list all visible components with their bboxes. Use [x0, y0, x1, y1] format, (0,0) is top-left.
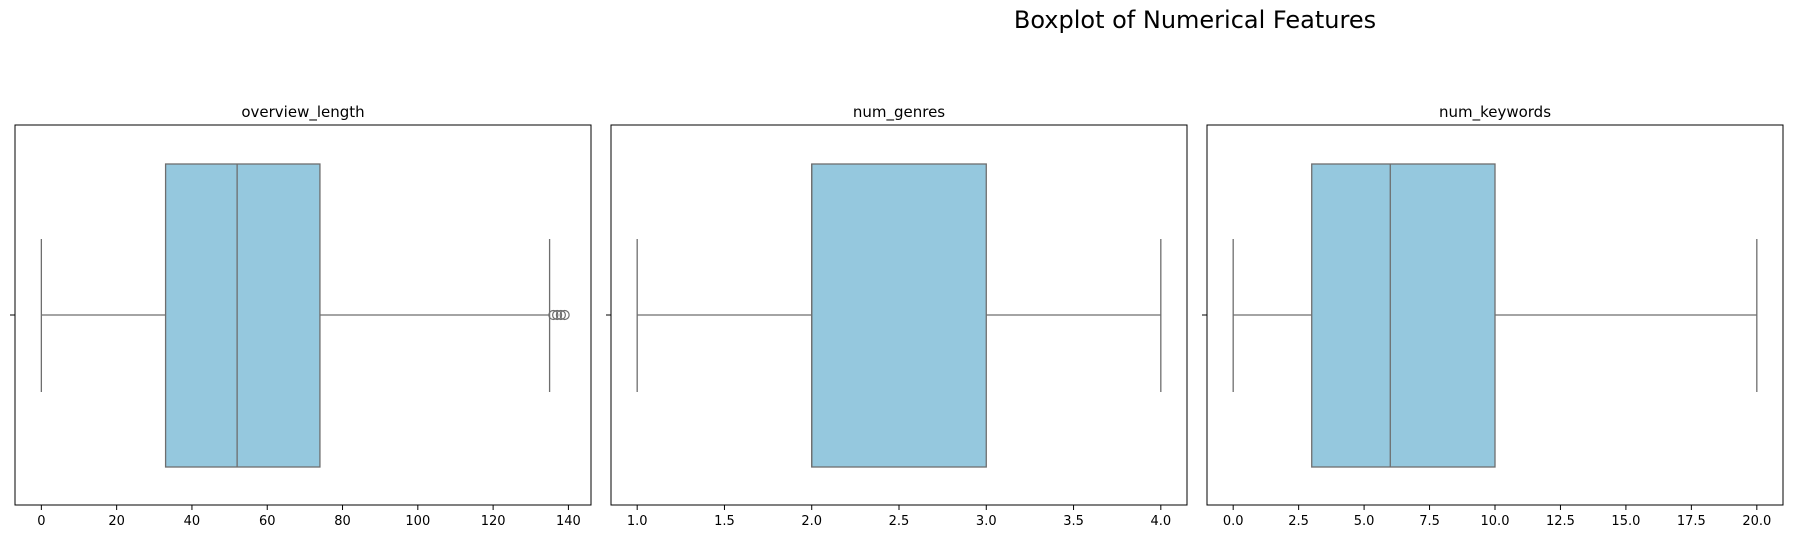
- x-tick-label: 10.0: [1481, 514, 1510, 529]
- x-tick-label: 140: [556, 514, 581, 529]
- subplot-num_keywords: num_keywords 0.0 2.5 5.0 7.5 10.0 12.5 15.0 17.5…: [1202, 103, 1784, 529]
- x-tick-label: 0.0: [1223, 514, 1244, 529]
- x-tick-label: 17.5: [1677, 514, 1706, 529]
- x-tick-label: 1.5: [714, 514, 735, 529]
- x-tick-label: 12.5: [1546, 514, 1575, 529]
- outlier-point: [555, 309, 566, 321]
- x-tick-label: 40: [184, 514, 201, 529]
- x-tick-label: 3.5: [1063, 514, 1084, 529]
- figure-suptitle: Boxplot of Numerical Features: [1013, 6, 1377, 34]
- iqr-box: [811, 163, 987, 468]
- x-tick-label: 20: [108, 514, 125, 529]
- x-tick-label: 80: [334, 514, 351, 529]
- x-tick-label: 2.0: [801, 514, 822, 529]
- subplot-title: overview_length: [241, 103, 364, 122]
- x-tick-label: 20.0: [1742, 514, 1771, 529]
- x-tick-label: 7.5: [1419, 514, 1440, 529]
- figure-title-area: Boxplot of Numerical Features: [0, 0, 1793, 50]
- x-tick-label: 4.0: [1150, 514, 1171, 529]
- iqr-box: [164, 163, 321, 468]
- subplot-title: num_keywords: [1439, 103, 1551, 122]
- subplot-overview_length: overview_length 0 20 40 60 80 100 120 140: [10, 103, 592, 529]
- x-tick-label: 0: [37, 514, 45, 529]
- x-tick-label: 120: [481, 514, 506, 529]
- iqr-box: [1311, 163, 1496, 468]
- x-tick-label: 100: [405, 514, 430, 529]
- x-tick-label: 60: [259, 514, 276, 529]
- x-tick-label: 15.0: [1611, 514, 1640, 529]
- subplot-title: num_genres: [853, 103, 945, 122]
- x-tick-label: 1.0: [627, 514, 648, 529]
- outlier-point: [548, 309, 559, 321]
- x-tick-label: 5.0: [1354, 514, 1375, 529]
- x-tick-label: 2.5: [889, 514, 910, 529]
- x-tick-label: 2.5: [1288, 514, 1309, 529]
- outlier-point: [552, 309, 563, 321]
- subplot-num_genres: num_genres 1.0 1.5 2.0 2.5 3.0 3.5 4.0: [606, 103, 1188, 529]
- x-tick-label: 3.0: [976, 514, 997, 529]
- outlier-point: [559, 309, 570, 321]
